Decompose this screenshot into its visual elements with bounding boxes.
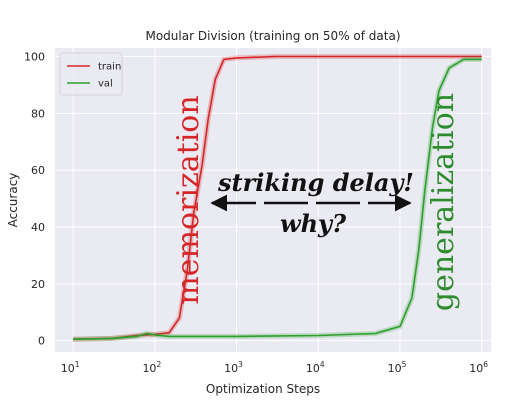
y-tick-label: 20 bbox=[31, 278, 45, 291]
legend-val-label: val bbox=[98, 79, 113, 90]
series-layer bbox=[73, 54, 482, 342]
y-tick-label: 40 bbox=[31, 221, 45, 234]
legend: train val bbox=[59, 52, 123, 96]
x-tick-exponent: 6 bbox=[483, 360, 488, 369]
legend-train-label: train bbox=[98, 62, 121, 73]
x-tick-label: 104 bbox=[306, 360, 325, 375]
annotation-memorization: memorization bbox=[171, 95, 206, 304]
y-tick-label: 80 bbox=[31, 107, 45, 120]
annotation-generalization: generalization bbox=[426, 93, 461, 311]
x-tick-base: 10 bbox=[224, 362, 238, 375]
x-tick-exponent: 5 bbox=[402, 360, 407, 369]
series-val-line bbox=[73, 58, 482, 340]
x-tick-label: 101 bbox=[61, 360, 80, 375]
x-tick-exponent: 2 bbox=[156, 360, 161, 369]
x-tick-label: 102 bbox=[142, 360, 161, 375]
x-tick-base: 10 bbox=[142, 362, 156, 375]
x-tick-label: 103 bbox=[224, 360, 243, 375]
series-train-line bbox=[73, 55, 482, 340]
x-tick-label: 105 bbox=[388, 360, 407, 375]
x-tick-base: 10 bbox=[469, 362, 483, 375]
x-tick-label: 106 bbox=[469, 360, 488, 375]
x-tick-exponent: 4 bbox=[320, 360, 325, 369]
x-tick-base: 10 bbox=[61, 362, 75, 375]
x-tick-base: 10 bbox=[306, 362, 320, 375]
x-axis-label: Optimization Steps bbox=[206, 382, 320, 396]
chart-title: Modular Division (training on 50% of dat… bbox=[145, 29, 400, 43]
annotation-why: why? bbox=[280, 209, 347, 238]
x-tick-exponent: 1 bbox=[75, 360, 80, 369]
legend-box bbox=[59, 52, 123, 96]
y-axis-label: Accuracy bbox=[6, 173, 20, 228]
y-tick-label: 100 bbox=[24, 51, 45, 64]
x-tick-base: 10 bbox=[388, 362, 402, 375]
y-tick-label: 0 bbox=[38, 335, 45, 348]
y-tick-label: 60 bbox=[31, 164, 45, 177]
x-tick-exponent: 3 bbox=[238, 360, 243, 369]
annotation-striking-delay: striking delay! bbox=[217, 168, 414, 197]
